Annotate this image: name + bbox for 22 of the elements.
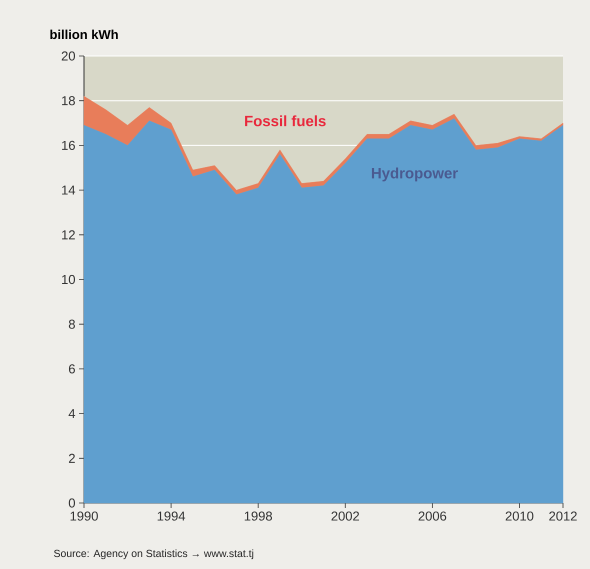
y-tick-label: 2: [68, 454, 75, 463]
source-note: Source: Agency on Statistics → www.stat.tj: [54, 549, 254, 560]
y-tick-label: 16: [62, 140, 75, 150]
x-tick-label: 1990: [70, 511, 98, 521]
y-tick-label: 8: [68, 320, 75, 329]
x-tick-label: 2006: [418, 511, 446, 521]
x-tick-label: 2010: [506, 511, 534, 521]
y-tick-label: 18: [62, 96, 75, 106]
series-label: Hydropower: [372, 167, 458, 182]
x-tick-label: 1994: [158, 511, 186, 521]
x-tick-label: 1998: [244, 511, 272, 521]
x-tick-label: 2012: [549, 511, 577, 521]
y-tick-label: 20: [62, 51, 76, 61]
y-tick-label: 10: [62, 274, 76, 284]
y-tick-label: 6: [68, 364, 75, 374]
y-tick-label: 4: [68, 409, 76, 418]
series-label: Fossil fuels: [245, 115, 326, 126]
y-tick-label: 14: [62, 186, 76, 195]
y-axis-title: billion kWh: [50, 30, 118, 40]
x-tick-label: 2002: [332, 511, 360, 521]
y-tick-label: 12: [62, 230, 75, 240]
y-tick-label: 0: [68, 498, 76, 508]
